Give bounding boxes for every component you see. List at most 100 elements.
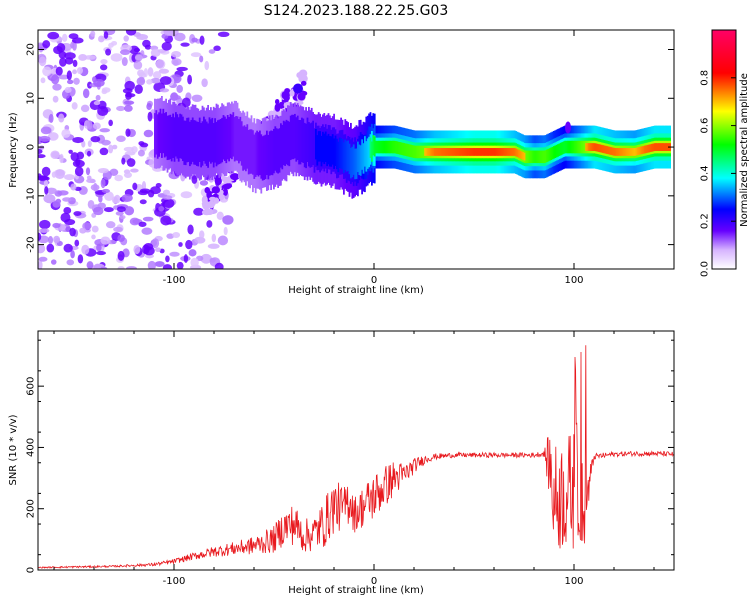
ridge-cell [177,117,180,162]
noise-blob [142,216,154,222]
ridge-cell [518,149,520,158]
ridge-cell [651,143,653,152]
ridge-cell [513,148,516,156]
ridge-cell [225,118,228,164]
noise-blob [97,106,109,117]
noise-blob [123,171,133,178]
noise-blob [154,261,165,267]
noise-blob [188,249,197,257]
ridge-cell [191,117,194,162]
ridge-cell [519,150,522,159]
noise-blob [190,52,202,58]
noise-blob [191,94,203,102]
noise-blob [76,67,83,75]
ridge-cell [329,136,331,167]
noise-blob [38,228,50,233]
bottom-plot-frame [37,330,675,571]
noise-blob [100,236,111,245]
noise-blob [72,136,84,144]
ridge-cell [252,130,254,175]
noise-blob [70,41,75,49]
arc-blob [209,196,217,201]
ridge-cell [260,134,263,179]
noise-blob [58,51,67,59]
ridge-cell [369,137,372,158]
ridge-cell [359,145,362,176]
ridge-cell [639,146,642,155]
noise-blob [96,251,106,256]
ridge-cell [516,149,519,158]
noise-blob [81,244,90,255]
ridge-cell [165,112,167,157]
noise-blob [162,264,173,269]
ridge-cell [599,144,601,153]
noise-blob [38,175,49,181]
ridge-cell [313,128,316,173]
ridge-cell [491,148,494,156]
noise-blob [103,207,114,213]
y-tick-label: -10 [26,188,37,204]
ridge-cell [324,131,327,162]
noise-blob [119,215,126,220]
ridge-cell [266,130,268,176]
y-tick-label: 20 [26,43,37,56]
ridge-cell [590,143,593,151]
noise-blob [121,57,128,67]
ridge-cell [620,148,622,156]
ridge-cell [457,148,460,156]
ridge-cell [557,144,559,157]
ridge-cell [396,141,398,154]
ridge-cell [392,140,394,154]
ridge-cell [215,121,218,167]
top-plot-frame [37,29,675,270]
ridge-cell [551,146,554,160]
ridge-cell [625,148,628,156]
noise-blob [126,266,137,269]
colorbar-ticks: 0.0 0.2 0.4 0.6 0.8 [700,70,736,277]
ridge-spike [293,83,303,94]
ridge-cell [415,145,418,159]
noise-blob [110,53,123,62]
noise-blob [165,255,170,263]
ridge-cell [579,140,582,154]
ridge-cell [662,143,664,151]
ridge-cell [655,143,657,151]
noise-blob [48,113,54,124]
noise-blob [95,94,101,101]
ridge-cell [550,147,552,161]
ridge-cell [522,152,524,160]
ridge-cell [166,115,169,161]
ridge-cell [284,121,286,166]
ridge-cell [257,132,260,177]
noise-blob [97,167,109,174]
ridge-cell [306,117,309,163]
ridge-cell [648,144,650,153]
ridge-cell [208,117,211,162]
ridge-cell [424,148,426,156]
ridge-cell [630,148,632,156]
ridge-cell [438,148,440,156]
ridge-cell [452,148,454,156]
noise-blob [122,88,133,94]
noise-blob [116,206,126,213]
ridge-cell [350,147,352,179]
noise-blob [43,179,49,189]
ridge-cell [352,144,355,175]
ridge-cell [399,142,401,155]
noise-blob [66,79,74,85]
ridge-cell [243,125,246,170]
ridge-cell [362,143,365,174]
ridge-cell [173,117,176,162]
noise-blob [78,54,88,61]
noise-blob [113,226,123,232]
ridge-cell [413,145,415,158]
ridge-cell [588,143,590,151]
ridge-cell [610,147,613,155]
noise-blob [114,174,124,182]
noise-blob [217,235,229,246]
ridge-cell [161,113,163,158]
noise-blob [70,250,75,259]
x-tick-label: -100 [163,275,186,286]
x-tick-label: 100 [564,275,583,286]
